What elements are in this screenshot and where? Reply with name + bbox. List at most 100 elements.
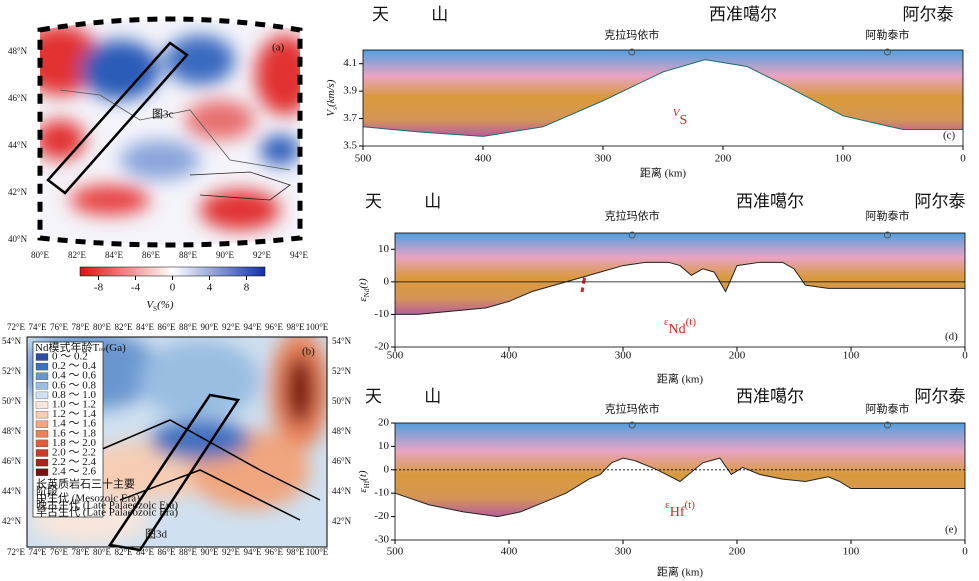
legend-swatch: [35, 420, 49, 428]
lon-label: 88°E: [179, 322, 198, 332]
x-tick-label: 200: [729, 350, 746, 362]
legend-entry: 1.4 ～ 1.6: [52, 418, 96, 430]
annotation-sub: S: [679, 113, 687, 128]
city-label: 克拉玛依市: [605, 209, 660, 223]
x-tick-label: 500: [387, 546, 404, 558]
y-axis-title-sub: Nd: [363, 288, 371, 297]
annotation-tail: (t): [685, 499, 696, 511]
lon-label: 94°E: [290, 250, 309, 260]
lat-label: 48°N: [2, 426, 22, 436]
legend-note: 长英质岩石三十主要: [36, 477, 135, 491]
lat-label: 54°N: [332, 336, 352, 346]
legend-swatch: [35, 468, 49, 476]
city-marker: [883, 48, 891, 56]
lon-label: 94°E: [243, 547, 262, 557]
lon-label: 90°E: [200, 547, 219, 557]
lon-label: 90°E: [216, 250, 235, 260]
legend-title-text: Nd模式年龄T: [35, 340, 99, 354]
lat-label: 48°N: [332, 426, 352, 436]
legend-entry: 2.0 ～ 2.2: [52, 447, 96, 459]
lon-label: 92°E: [222, 547, 241, 557]
x-tick-label: 100: [835, 153, 852, 165]
y-tick-label: 4.1: [343, 57, 357, 69]
legend-note: 阶段: [36, 484, 58, 498]
lon-label: 98°E: [286, 547, 305, 557]
panel-label: (d): [945, 331, 958, 343]
x-tick-label: 400: [501, 546, 518, 558]
colorbar-label-sub: S: [153, 305, 157, 313]
legend-swatch: [35, 410, 49, 419]
colorbar-label-text: V: [146, 299, 154, 311]
y-axis-title-text: ε: [357, 297, 369, 302]
legend-entry: 1.8 ～ 2.0: [52, 437, 96, 449]
lat-label: 44°N: [2, 486, 22, 496]
boundary-curve: [395, 261, 965, 315]
lon-label: 84°E: [105, 250, 124, 260]
y-tick-label: -20: [374, 341, 389, 353]
annotation-text: ε: [664, 316, 669, 328]
lat-label: 46°N: [332, 456, 352, 466]
boundary-curve: [362, 59, 963, 137]
legend-entry: 0.8 ～ 1.0: [52, 389, 96, 401]
city-marker: [883, 421, 891, 429]
plot-frame: [362, 49, 964, 147]
lon-label: 88°E: [179, 547, 198, 557]
y-tick-label: 0: [384, 275, 390, 287]
legend-swatch: [35, 449, 49, 457]
y-axis-title: εNd(t): [357, 278, 371, 302]
lon-label: 100°E: [306, 547, 329, 557]
lat-label: 54°N: [2, 336, 22, 346]
x-tick-label: 200: [729, 546, 746, 558]
region-header: 天 山: [372, 5, 448, 24]
lon-label: 92°E: [222, 322, 241, 332]
y-tick-label: -10: [374, 487, 389, 499]
lon-label: 94°E: [243, 322, 262, 332]
y-tick-label: 10: [378, 440, 390, 452]
x-tick-label: 400: [501, 350, 518, 362]
legend-swatch: [35, 458, 49, 467]
lat-label: 50°N: [332, 396, 352, 406]
x-tick-label: 300: [615, 350, 632, 362]
y-tick-label: 20: [378, 417, 390, 429]
y-axis-title: εHf(t): [357, 470, 371, 492]
panel-label: (b): [302, 346, 315, 358]
panel-label: (a): [272, 42, 285, 54]
plot-frame: [394, 232, 966, 348]
lat-label: 50°N: [2, 396, 22, 406]
legend-entry: 0.4 ～ 0.6: [52, 370, 96, 382]
lon-label: 82°E: [114, 547, 133, 557]
annotation: 图3d: [145, 528, 167, 541]
lon-label: 72°E: [7, 322, 26, 332]
region-header: 阿尔泰: [915, 387, 966, 406]
legend-entry: 0.2 ～ 0.4: [52, 360, 96, 372]
legend-entry: 1.0 ～ 1.2: [52, 399, 96, 411]
city-label: 阿勒泰市: [865, 28, 909, 42]
x-tick-label: 100: [843, 350, 860, 362]
region-header: 阿尔泰: [903, 5, 954, 24]
y-tick-label: -10: [374, 308, 389, 320]
y-tick-label: 10: [378, 243, 390, 255]
region-header: 阿尔泰: [915, 192, 966, 211]
x-tick-label: 300: [595, 153, 612, 165]
area: [395, 233, 965, 315]
panel-label: (e): [945, 524, 958, 536]
y-tick-label: 3.9: [343, 85, 357, 97]
legend-swatch: [35, 401, 49, 409]
lon-label: 82°E: [68, 250, 87, 260]
x-tick-label: 0: [960, 153, 966, 165]
lat-label: 52°N: [332, 366, 352, 376]
city-marker: [628, 421, 636, 429]
legend-note: 中生代 (Mesozoic Era): [36, 491, 140, 505]
legend-swatch: [35, 430, 49, 438]
lon-label: 80°E: [93, 322, 112, 332]
lon-label: 76°E: [50, 322, 69, 332]
lon-label: 78°E: [71, 547, 90, 557]
lon-label: 76°E: [50, 547, 69, 557]
map-frame: [26, 336, 328, 548]
region-header: 天 山: [365, 192, 441, 211]
y-axis-title-sub: Hf: [363, 480, 371, 488]
lat-label: 48°N: [8, 46, 28, 56]
legend-entry: 0 ～ 0.2: [52, 351, 88, 363]
lon-label: 78°E: [71, 322, 90, 332]
